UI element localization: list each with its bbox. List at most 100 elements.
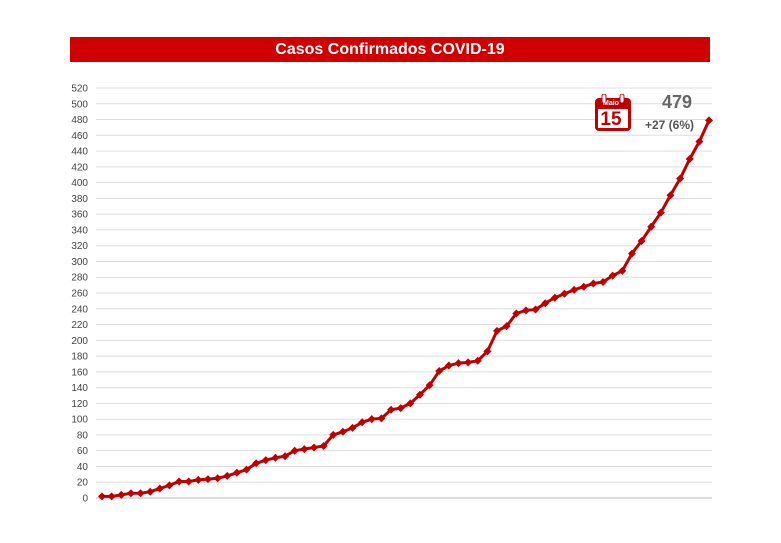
y-tick-label: 40 — [77, 462, 89, 473]
data-point — [435, 367, 444, 376]
data-point — [309, 443, 318, 452]
y-tick-label: 100 — [71, 415, 88, 426]
data-point — [483, 347, 492, 356]
data-point — [203, 475, 212, 484]
y-tick-label: 340 — [71, 225, 88, 236]
calendar-icon — [595, 94, 631, 131]
calendar-day: 15 — [600, 109, 622, 130]
latest-total: 479 — [661, 92, 692, 112]
data-point — [377, 414, 386, 423]
data-point — [666, 191, 675, 200]
data-point — [521, 306, 530, 315]
data-point — [136, 489, 145, 498]
data-point — [473, 356, 482, 365]
data-point — [502, 322, 511, 331]
data-point — [387, 405, 396, 414]
data-point — [531, 305, 540, 314]
data-point — [493, 326, 502, 335]
data-point — [358, 418, 367, 427]
y-tick-label: 460 — [71, 131, 88, 142]
y-tick-label: 120 — [71, 399, 88, 410]
data-point — [213, 474, 222, 483]
data-point — [175, 477, 184, 486]
data-point — [329, 430, 338, 439]
data-point — [647, 222, 656, 231]
y-tick-label: 420 — [71, 162, 88, 173]
data-point — [348, 423, 357, 432]
data-point — [656, 208, 665, 217]
data-point — [676, 174, 685, 183]
data-point — [444, 361, 453, 370]
data-point — [155, 484, 164, 493]
y-tick-label: 260 — [71, 289, 88, 300]
data-point — [126, 489, 135, 498]
y-tick-label: 320 — [71, 241, 88, 252]
data-point — [338, 427, 347, 436]
data-point — [396, 404, 405, 413]
data-point — [223, 471, 232, 480]
chart-title: Casos Confirmados COVID-19 — [70, 37, 710, 62]
calendar-month: Maio — [603, 100, 619, 107]
data-point — [146, 487, 155, 496]
data-point — [512, 309, 521, 318]
data-point — [637, 236, 646, 245]
data-point — [367, 415, 376, 424]
data-point — [695, 137, 704, 146]
data-point — [589, 279, 598, 288]
data-point — [579, 282, 588, 291]
data-point — [300, 445, 309, 454]
y-tick-label: 140 — [71, 383, 88, 394]
data-point — [608, 271, 617, 280]
data-point — [232, 468, 241, 477]
data-point — [415, 390, 424, 399]
data-point — [627, 249, 636, 258]
data-point — [271, 453, 280, 462]
y-axis-ticks: 0 20 40 60 80 100 120 140 160 180 200 220 240 260 280 3… — [71, 84, 88, 505]
y-tick-label: 200 — [71, 336, 88, 347]
data-point — [261, 456, 270, 465]
y-tick-label: 20 — [77, 478, 89, 489]
data-point — [406, 399, 415, 408]
y-tick-label: 180 — [71, 352, 88, 363]
y-tick-label: 500 — [71, 99, 88, 110]
data-point — [570, 285, 579, 294]
data-point — [541, 299, 550, 308]
data-point — [464, 358, 473, 367]
data-point — [98, 492, 106, 501]
y-tick-label: 240 — [71, 304, 88, 315]
data-point — [454, 359, 463, 368]
data-point — [242, 465, 251, 474]
y-tick-label: 280 — [71, 273, 88, 284]
y-tick-label: 80 — [77, 430, 89, 441]
data-point — [560, 289, 569, 298]
y-tick-label: 400 — [71, 178, 88, 189]
data-point — [117, 490, 126, 499]
data-point — [184, 477, 193, 486]
y-tick-label: 60 — [77, 446, 89, 457]
latest-delta: +27 (6%) — [644, 118, 694, 132]
data-point — [599, 277, 608, 286]
data-point — [319, 441, 328, 450]
data-point — [194, 475, 203, 484]
y-tick-label: 480 — [71, 115, 88, 126]
y-tick-label: 380 — [71, 194, 88, 205]
y-tick-label: 360 — [71, 210, 88, 221]
data-point — [290, 446, 299, 455]
y-tick-label: 220 — [71, 320, 88, 331]
data-point — [618, 266, 627, 275]
y-tick-label: 440 — [71, 147, 88, 158]
series-layer — [98, 116, 713, 501]
y-tick-label: 0 — [82, 494, 88, 505]
data-point — [281, 452, 290, 461]
y-tick-label: 520 — [71, 84, 88, 95]
latest-value-badge: Maio 15 479 +27 (6%) — [592, 92, 702, 136]
data-point — [107, 492, 116, 501]
y-tick-label: 160 — [71, 367, 88, 378]
data-point — [165, 481, 174, 490]
grid-layer — [96, 87, 712, 499]
data-point — [252, 459, 261, 468]
y-tick-label: 300 — [71, 257, 88, 268]
data-point — [685, 154, 694, 163]
data-point — [550, 293, 559, 302]
